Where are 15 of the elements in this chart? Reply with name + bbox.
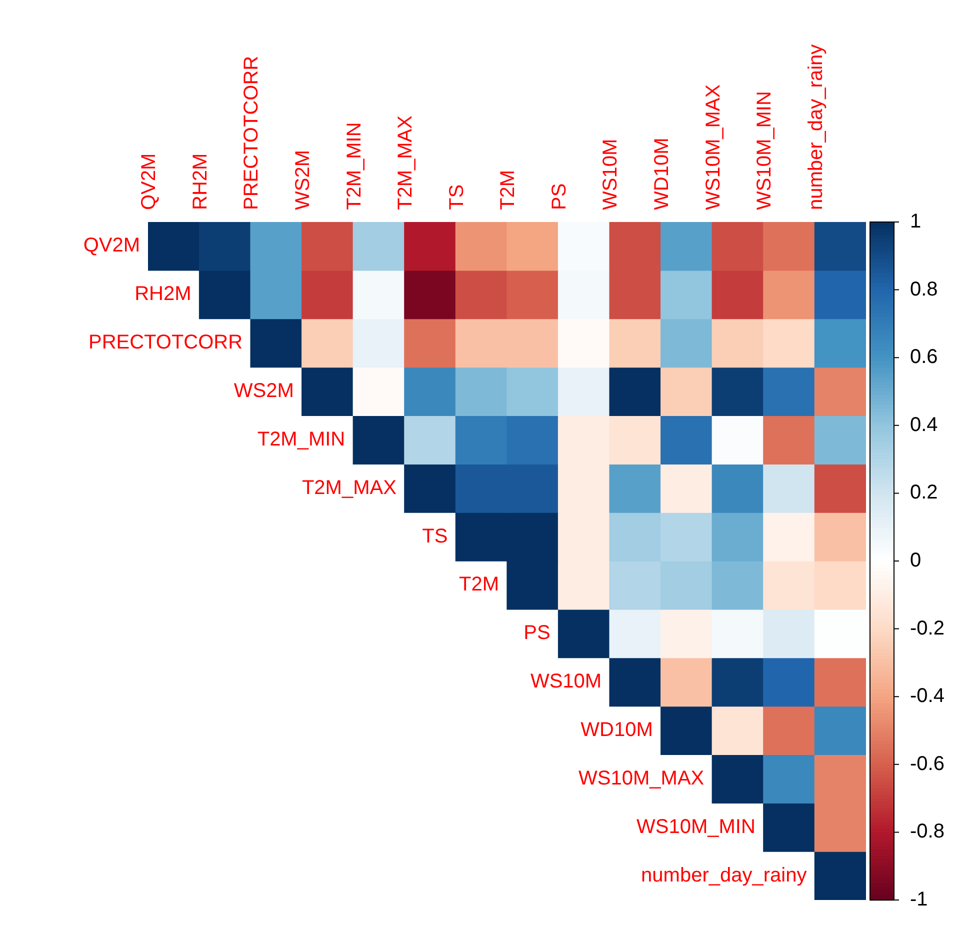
color-bar-label: -0.8 [910,820,944,843]
color-bar-label: 1 [910,210,922,233]
x-tick-label: T2M [497,170,520,210]
x-tick-label: TS [446,184,468,210]
color-bar-label: 0 [910,550,922,572]
color-bar-label: -0.4 [910,685,944,708]
color-bar-label: -0.6 [910,752,944,775]
color-bar-label: 0.4 [910,414,938,436]
color-bar-label: -0.2 [910,617,944,640]
color-bar-label: 0.2 [910,482,938,504]
color-bar-label: -1 [910,888,928,911]
color-bar-label: 0.8 [910,278,938,300]
y-tick-label: PRECTOTCORR [88,332,243,354]
color-bar-label: 0.6 [910,346,938,368]
x-tick-label: PS [548,183,570,210]
